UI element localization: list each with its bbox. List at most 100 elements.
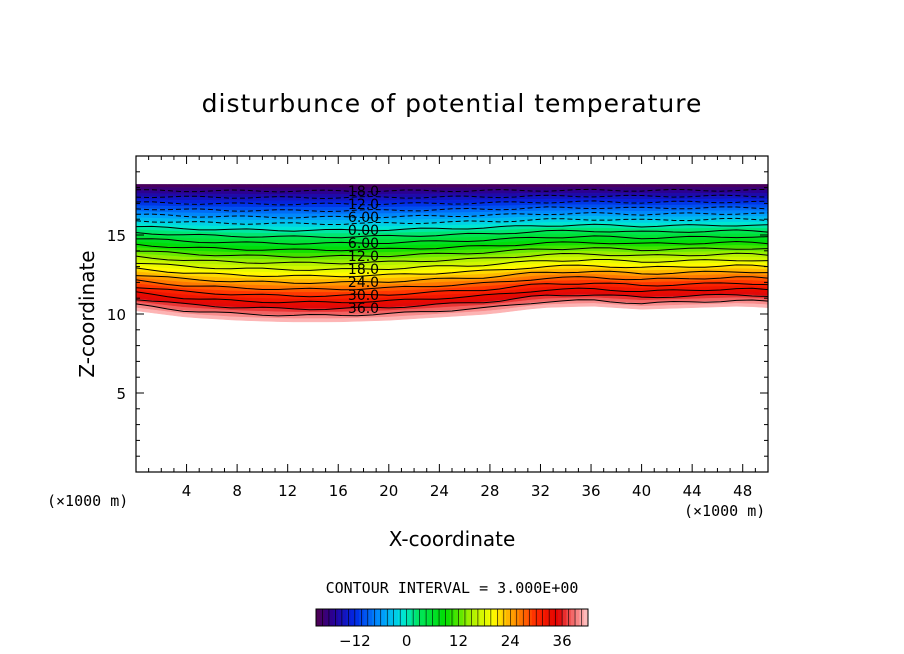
contour-label: 30.0 <box>348 288 379 304</box>
x-tick-label: 48 <box>733 482 752 500</box>
colorbar-cell <box>329 609 334 626</box>
x-tick-label: 20 <box>379 482 398 500</box>
contour-band <box>136 303 768 323</box>
contour-line <box>136 211 768 219</box>
contour-line <box>136 194 768 200</box>
x-tick-label: 12 <box>278 482 297 500</box>
colorbar-tick-label: 24 <box>501 632 520 650</box>
contour-line <box>136 217 768 225</box>
x-tick-label: 8 <box>232 482 242 500</box>
contour-line <box>136 223 768 232</box>
x-tick-label: 28 <box>480 482 499 500</box>
contour-line <box>136 276 768 291</box>
contour-label: 6.00 <box>348 236 379 252</box>
contour-label: 36.0 <box>348 301 379 317</box>
contour-lines <box>136 188 768 317</box>
colorbar-cell <box>531 609 537 626</box>
y-tick-labels: 5 10 15 <box>107 227 126 403</box>
contour-line <box>136 229 768 239</box>
colorbar-cell <box>380 609 386 626</box>
chart-title: disturbunce of potential temperature <box>202 89 703 118</box>
x-tick-label: 40 <box>632 482 651 500</box>
x-tick-label: 24 <box>430 482 449 500</box>
contour-label: 6.00 <box>348 210 379 226</box>
contour-line <box>136 247 768 258</box>
colorbar-cell <box>341 609 347 626</box>
colorbar-tick-label: 36 <box>553 632 572 650</box>
colorbar-cell <box>354 609 360 626</box>
colorbar-frame <box>315 608 589 627</box>
contour-line <box>136 287 768 304</box>
colorbar-cell <box>445 609 451 626</box>
contour-label: 12.0 <box>348 249 379 265</box>
colorbar-cell <box>350 609 356 626</box>
contour-line <box>136 188 768 193</box>
contour-label: 18.0 <box>348 184 379 200</box>
contour-line <box>136 270 768 285</box>
x-tick-label: 16 <box>329 482 348 500</box>
x-unit-left: (×1000 m) <box>47 492 128 510</box>
colorbar-cell <box>518 609 524 626</box>
contour-label: 18.0 <box>348 262 379 278</box>
colorbar-cell <box>523 609 528 626</box>
colorbar-cell <box>419 609 425 626</box>
contour-label: 12.0 <box>348 197 379 213</box>
colorbar-cell <box>549 609 554 626</box>
y-tick-label: 10 <box>107 306 126 324</box>
colorbar-cell <box>376 609 382 626</box>
x-unit-right: (×1000 m) <box>684 502 765 520</box>
contour-label: 24.0 <box>348 275 379 291</box>
x-tick-label: 32 <box>531 482 550 500</box>
colorbar-cell <box>432 609 438 626</box>
colorbar <box>315 609 589 626</box>
contour-label: 0.00 <box>348 223 379 239</box>
x-tick-label: 4 <box>182 482 192 500</box>
colorbar-cell <box>544 609 550 626</box>
colorbar-cell <box>337 609 343 626</box>
axis-ticks <box>136 156 768 472</box>
colorbar-cell <box>316 609 321 626</box>
colorbar-cell <box>389 609 395 626</box>
contour-line <box>136 293 768 311</box>
colorbar-cell <box>363 609 369 626</box>
contour-line <box>136 200 768 206</box>
contour-line <box>136 252 768 265</box>
contour-line <box>136 264 768 278</box>
colorbar-cell <box>562 609 567 626</box>
contour-line <box>136 235 768 245</box>
colorbar-tick-label: 0 <box>402 632 412 650</box>
x-tick-label: 44 <box>683 482 702 500</box>
colorbar-cell <box>428 609 434 626</box>
contour-line <box>136 259 768 271</box>
colorbar-cell <box>454 609 459 626</box>
x-axis-label: X-coordinate <box>389 527 516 551</box>
x-tick-label: 36 <box>581 482 600 500</box>
colorbar-cell <box>324 609 330 626</box>
contour-line <box>136 240 768 252</box>
colorbar-cell <box>480 609 485 626</box>
colorbar-tick-label: 12 <box>449 632 468 650</box>
colorbar-cell <box>506 609 511 626</box>
y-tick-label: 5 <box>116 385 126 403</box>
colorbar-cell <box>557 609 563 626</box>
colorbar-tick-label: −12 <box>339 632 371 650</box>
colorbar-cell <box>458 609 464 626</box>
colorbar-cell <box>471 609 477 626</box>
colorbar-cell <box>402 609 408 626</box>
colorbar-cell <box>484 609 490 626</box>
contour-line <box>136 299 768 317</box>
colorbar-cell <box>415 609 421 626</box>
colorbar-cell <box>575 609 580 626</box>
colorbar-cell <box>536 609 541 626</box>
colorbar-cell <box>367 609 373 626</box>
colorbar-cell <box>570 609 576 626</box>
colorbar-cell <box>441 609 446 626</box>
contour-line <box>136 282 768 298</box>
colorbar-cell <box>583 609 589 626</box>
contour-interval-label: CONTOUR INTERVAL = 3.000E+00 <box>326 579 579 597</box>
y-axis-label: Z-coordinate <box>75 250 99 377</box>
contour-line <box>136 206 768 213</box>
colorbar-cell <box>493 609 498 626</box>
